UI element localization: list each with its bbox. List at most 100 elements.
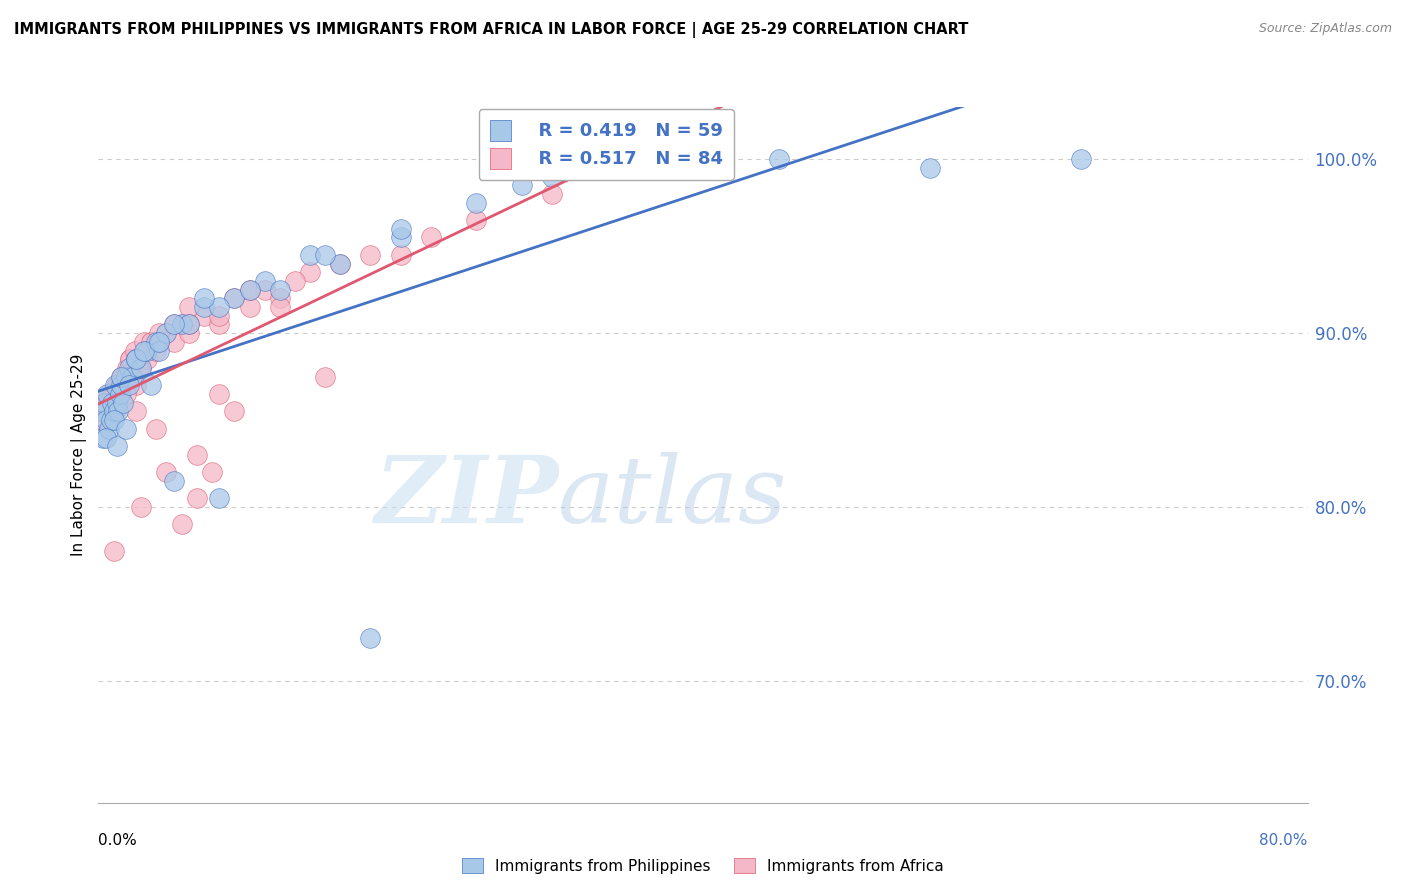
Point <box>100 413 122 427</box>
Point <box>239 300 262 314</box>
Point <box>299 248 322 262</box>
Point <box>208 309 231 323</box>
Point <box>170 318 193 332</box>
Point <box>114 369 136 384</box>
Point <box>100 413 122 427</box>
Point <box>96 387 118 401</box>
Point <box>208 300 231 314</box>
Point <box>148 334 170 349</box>
Point <box>616 161 638 175</box>
Point <box>89 404 111 418</box>
Point <box>208 387 231 401</box>
Point <box>148 326 170 340</box>
Text: Source: ZipAtlas.com: Source: ZipAtlas.com <box>1258 22 1392 36</box>
Point <box>155 326 177 340</box>
Point <box>94 413 117 427</box>
Point <box>616 161 638 175</box>
Point <box>94 395 117 409</box>
Point <box>107 387 129 401</box>
Point <box>148 334 170 349</box>
Point <box>124 352 146 367</box>
Point <box>163 334 186 349</box>
Point <box>541 169 564 184</box>
Point <box>121 369 143 384</box>
Point <box>132 334 155 349</box>
Point <box>314 248 336 262</box>
Point <box>148 343 170 358</box>
Point <box>269 291 291 305</box>
Point <box>186 491 208 506</box>
Point <box>103 387 125 401</box>
Point <box>125 404 148 418</box>
Point <box>135 352 157 367</box>
Point <box>121 369 143 384</box>
Point <box>269 283 291 297</box>
Point <box>179 318 201 332</box>
Point <box>141 378 163 392</box>
Point <box>360 631 382 645</box>
Point <box>110 387 132 401</box>
Text: IMMIGRANTS FROM PHILIPPINES VS IMMIGRANTS FROM AFRICA IN LABOR FORCE | AGE 25-29: IMMIGRANTS FROM PHILIPPINES VS IMMIGRANT… <box>14 22 969 38</box>
Point <box>111 369 134 384</box>
Point <box>111 395 134 409</box>
Point <box>420 230 443 244</box>
Point <box>145 334 167 349</box>
Point <box>91 413 114 427</box>
Point <box>110 369 132 384</box>
Point <box>105 439 128 453</box>
Point <box>269 300 291 314</box>
Point <box>465 213 488 227</box>
Point <box>115 360 138 375</box>
Legend: Immigrants from Philippines, Immigrants from Africa: Immigrants from Philippines, Immigrants … <box>456 852 950 880</box>
Point <box>118 360 141 375</box>
Point <box>103 404 125 418</box>
Point <box>465 195 488 210</box>
Point <box>120 352 142 367</box>
Point <box>186 448 208 462</box>
Point <box>155 326 177 340</box>
Text: atlas: atlas <box>558 451 787 541</box>
Point <box>284 274 307 288</box>
Point <box>145 422 167 436</box>
Point <box>129 360 152 375</box>
Point <box>193 291 215 305</box>
Point <box>114 369 136 384</box>
Point <box>104 404 127 418</box>
Point <box>96 404 118 418</box>
Point <box>108 378 131 392</box>
Text: 0.0%: 0.0% <box>98 833 138 848</box>
Point <box>208 491 231 506</box>
Point <box>114 422 136 436</box>
Point <box>253 283 276 297</box>
Point <box>125 352 148 367</box>
Point <box>389 230 412 244</box>
Point <box>541 187 564 202</box>
Point <box>155 465 177 479</box>
Legend:   R = 0.419   N = 59,   R = 0.517   N = 84: R = 0.419 N = 59, R = 0.517 N = 84 <box>479 109 734 179</box>
Point <box>125 378 148 392</box>
Point <box>163 474 186 488</box>
Point <box>239 283 262 297</box>
Y-axis label: In Labor Force | Age 25-29: In Labor Force | Age 25-29 <box>72 354 87 556</box>
Point <box>124 343 146 358</box>
Point <box>389 248 412 262</box>
Point <box>118 378 141 392</box>
Point <box>101 387 124 401</box>
Point <box>179 326 201 340</box>
Point <box>110 378 132 392</box>
Point <box>141 334 163 349</box>
Point <box>94 430 117 444</box>
Point <box>127 352 149 367</box>
Point <box>918 161 941 175</box>
Point <box>112 378 135 392</box>
Point <box>91 430 114 444</box>
Point <box>510 178 533 193</box>
Point <box>114 369 136 384</box>
Point <box>1070 152 1092 166</box>
Point <box>193 309 215 323</box>
Point <box>299 265 322 279</box>
Point <box>90 404 112 418</box>
Point <box>170 517 193 532</box>
Point <box>91 404 114 418</box>
Point <box>114 387 136 401</box>
